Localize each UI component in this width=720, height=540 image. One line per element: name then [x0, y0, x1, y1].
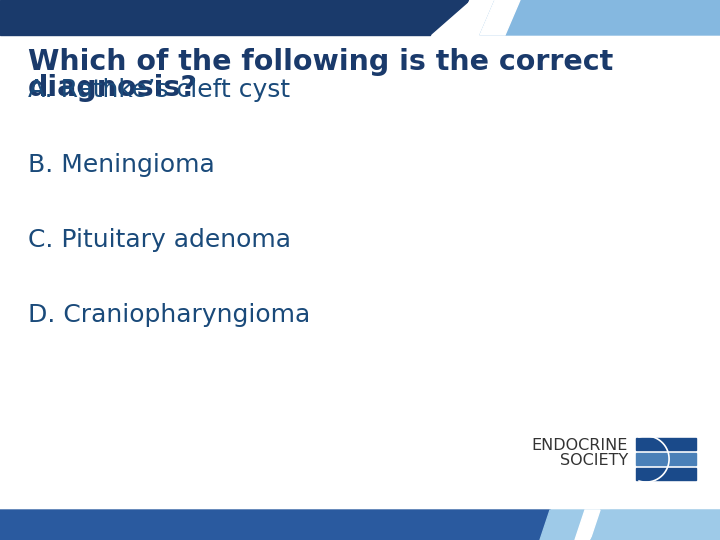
Text: D. Craniopharyngioma: D. Craniopharyngioma: [28, 303, 310, 327]
Polygon shape: [455, 0, 495, 35]
Polygon shape: [480, 0, 720, 35]
Polygon shape: [0, 510, 590, 540]
Polygon shape: [540, 510, 720, 540]
Polygon shape: [0, 0, 430, 35]
Text: SOCIETY: SOCIETY: [559, 453, 628, 468]
Polygon shape: [590, 510, 720, 540]
Text: ENDOCRINE: ENDOCRINE: [531, 438, 628, 453]
Polygon shape: [430, 0, 470, 35]
Bar: [636, 438, 696, 450]
Text: Which of the following is the correct: Which of the following is the correct: [28, 48, 613, 76]
Polygon shape: [480, 0, 520, 35]
Text: C. Pituitary adenoma: C. Pituitary adenoma: [28, 228, 291, 252]
Bar: [636, 468, 696, 480]
Bar: [636, 453, 696, 465]
Text: B. Meningioma: B. Meningioma: [28, 153, 215, 177]
Text: A. Rathke’s cleft cyst: A. Rathke’s cleft cyst: [28, 78, 290, 102]
Polygon shape: [575, 510, 600, 540]
Text: diagnosis?: diagnosis?: [28, 74, 198, 102]
